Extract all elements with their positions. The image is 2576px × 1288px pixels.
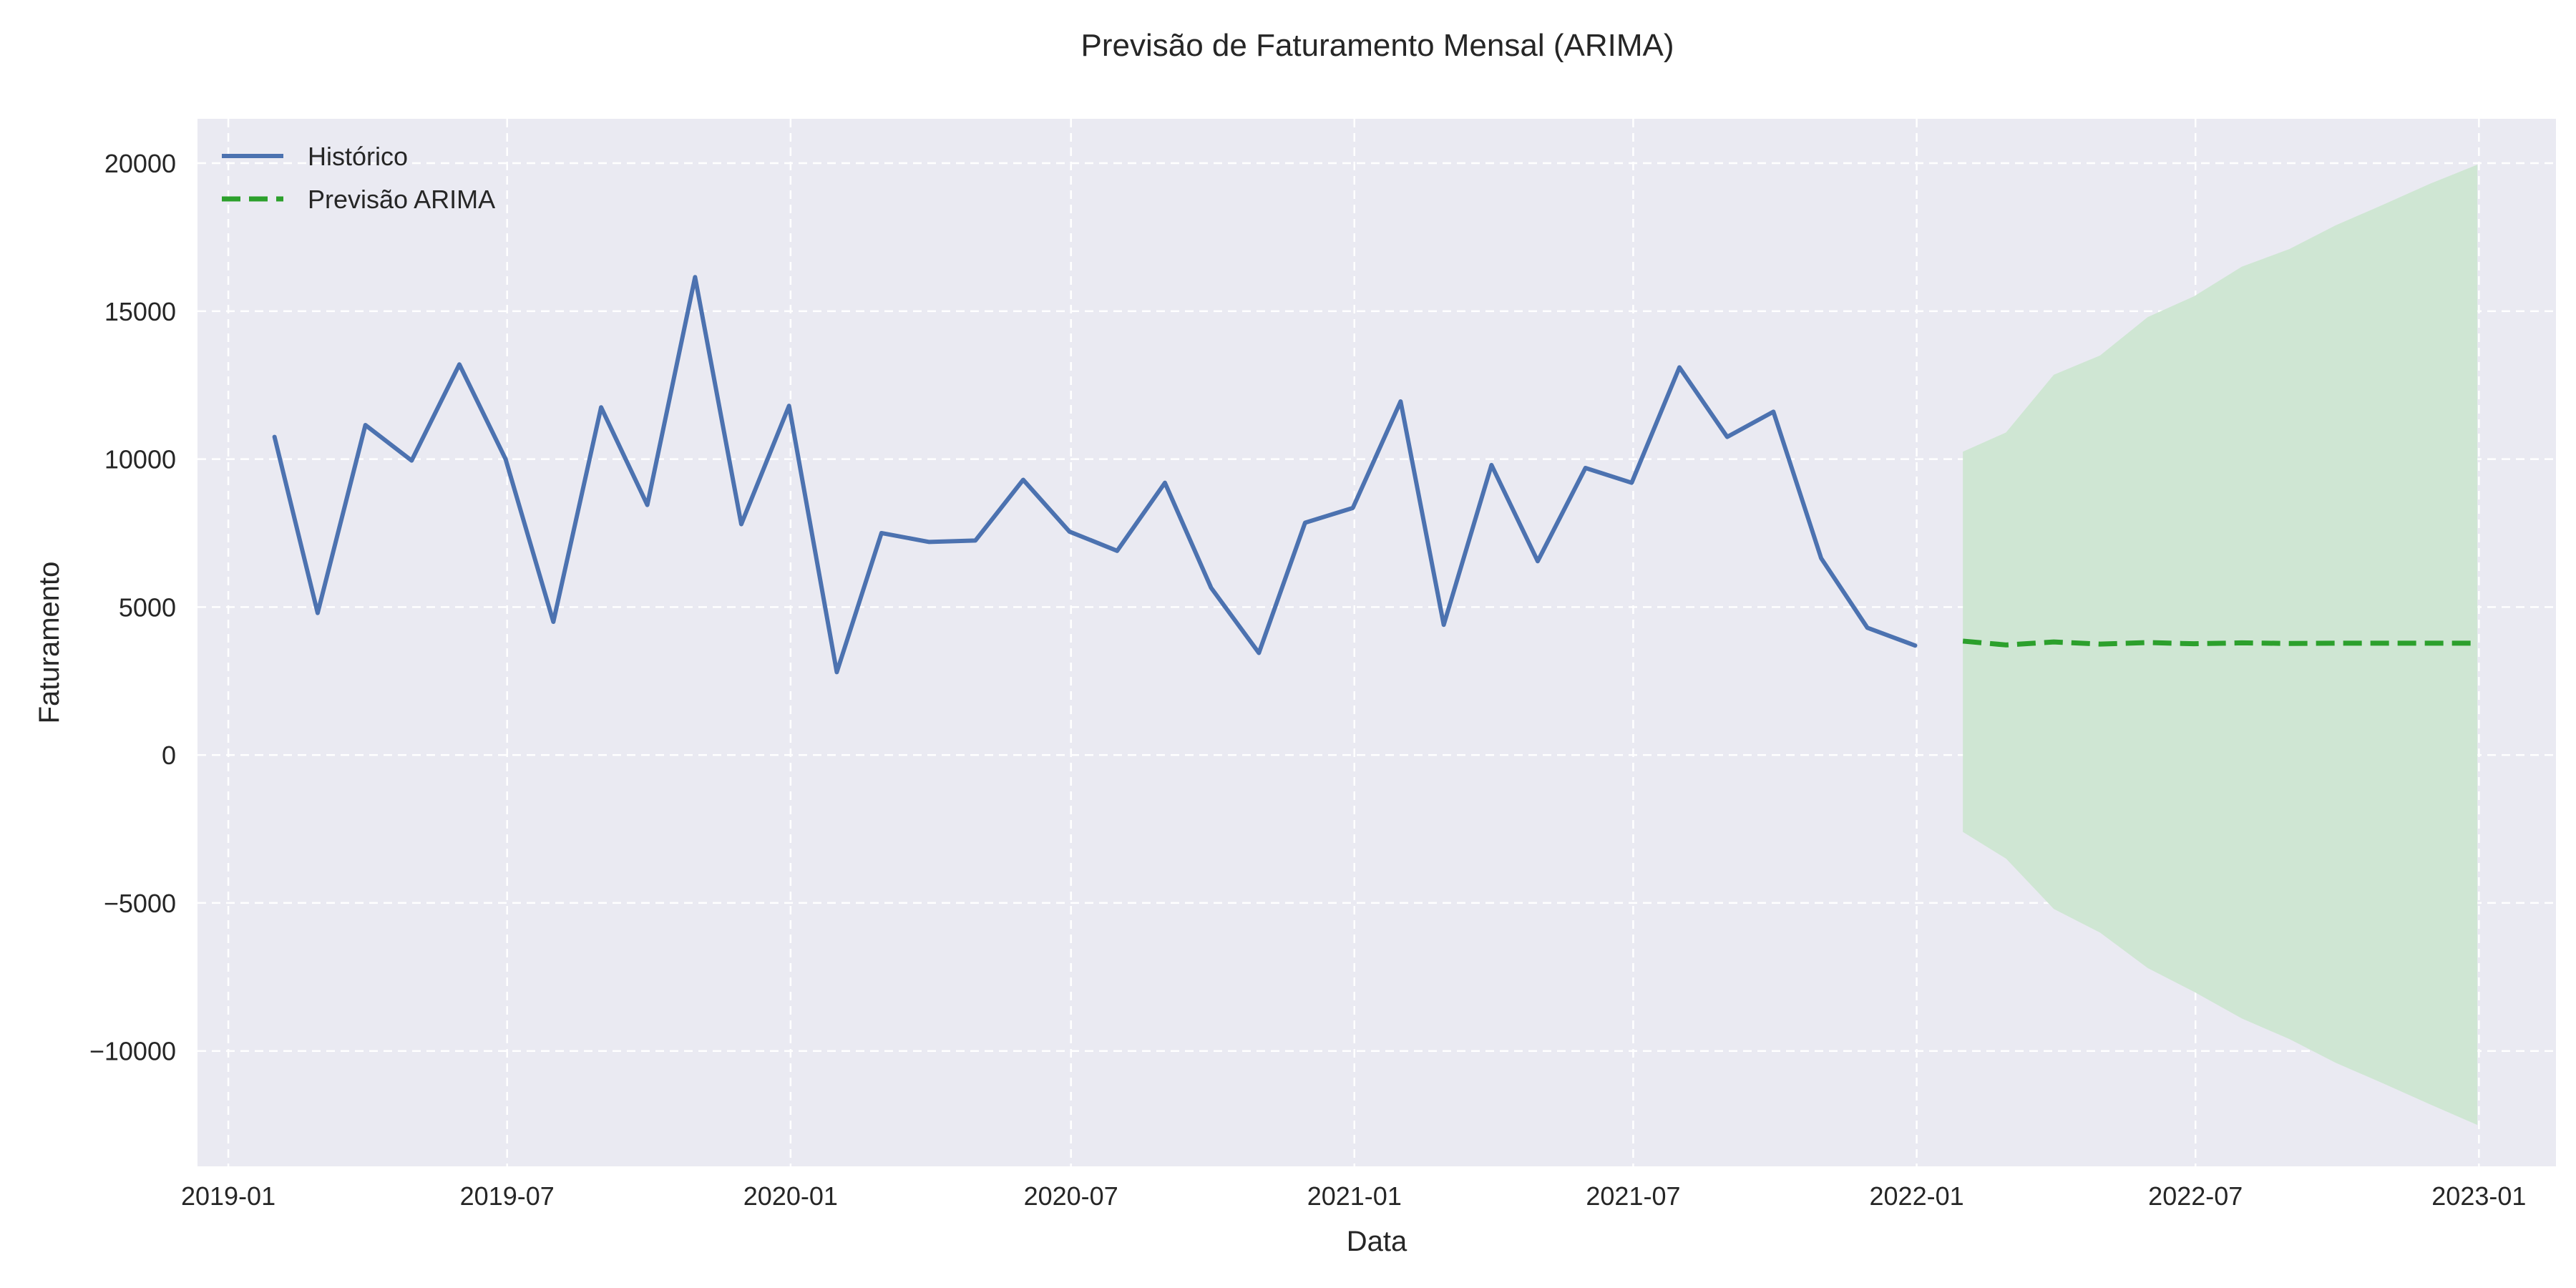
x-tick-label: 2020-07 [1024,1181,1118,1211]
x-tick-label: 2021-01 [1307,1181,1402,1211]
y-tick-label: 5000 [119,592,176,622]
legend-label: Histórico [308,142,408,171]
legend: Histórico Previsão ARIMA [222,142,495,214]
y-axis-label: Faturamento [34,562,65,724]
y-axis-ticks: −10000 −5000 0 5000 10000 15000 20000 [89,149,176,1066]
x-tick-label: 2019-07 [460,1181,555,1211]
y-tick-label: 15000 [104,297,176,326]
series-layer [272,275,2478,675]
x-tick-label: 2021-07 [1586,1181,1680,1211]
x-tick-label: 2023-01 [2431,1181,2526,1211]
x-tick-label: 2019-01 [181,1181,275,1211]
y-tick-label: −10000 [89,1037,176,1066]
historical-line [272,275,1918,675]
forecast-line [1962,638,2478,648]
chart-title: Previsão de Faturamento Mensal (ARIMA) [1081,28,1674,63]
x-axis-label: Data [1347,1226,1407,1257]
legend-label: Previsão ARIMA [308,185,495,214]
y-tick-label: 10000 [104,445,176,474]
y-tick-label: −5000 [104,889,176,918]
x-tick-label: 2022-01 [1870,1181,1964,1211]
x-axis-ticks: 2019-01 2019-07 2020-01 2020-07 2021-01 2021-… [181,1181,2526,1211]
x-tick-label: 2020-01 [743,1181,838,1211]
y-tick-label: 20000 [104,149,176,178]
y-tick-label: 0 [162,741,176,770]
x-tick-label: 2022-07 [2148,1181,2243,1211]
